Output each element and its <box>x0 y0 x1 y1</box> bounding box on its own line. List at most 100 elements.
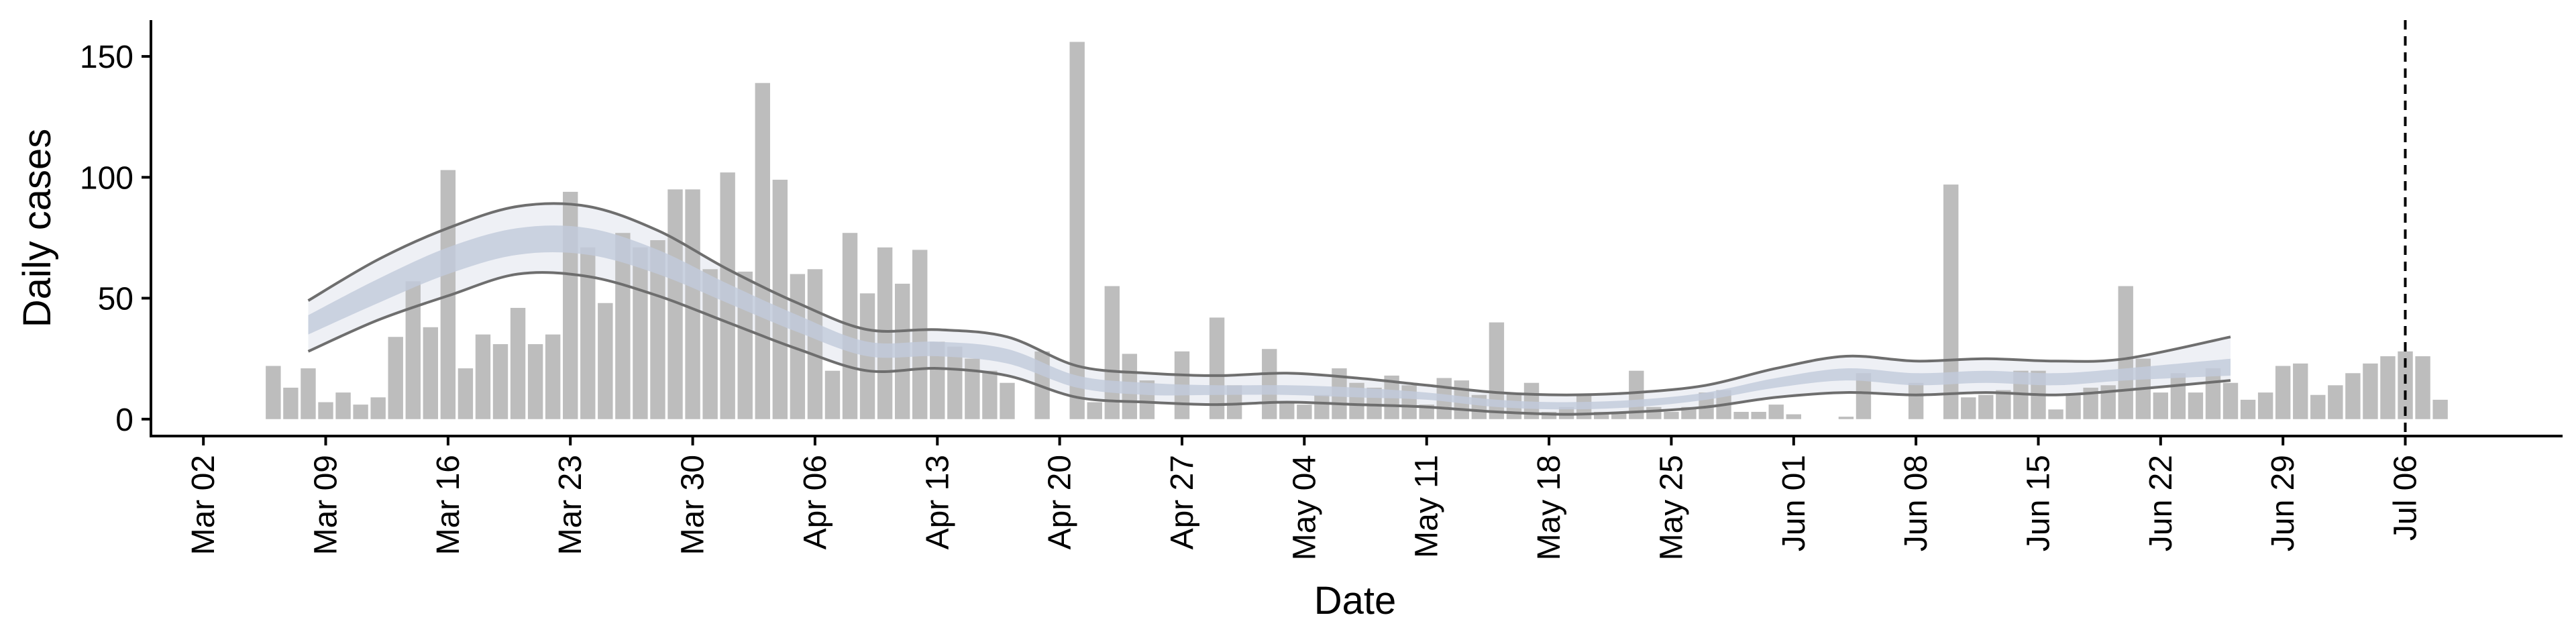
daily-case-bar <box>1314 394 1330 419</box>
daily-case-bar <box>859 293 875 419</box>
daily-case-bar <box>1978 394 1994 419</box>
x-tick-label: May 25 <box>1654 455 1689 560</box>
daily-case-bar <box>1262 349 1277 419</box>
daily-case-bars <box>266 42 2448 419</box>
daily-case-bar <box>423 327 439 419</box>
daily-case-bar <box>1611 411 1627 419</box>
daily-case-bar <box>2257 392 2273 419</box>
daily-case-bar <box>2222 382 2239 419</box>
daily-case-bar <box>353 405 368 419</box>
daily-case-bar <box>1768 405 1784 419</box>
x-tick-label: Jun 29 <box>2265 455 2301 551</box>
y-axis-ticks: 0 50 100 150 <box>80 40 151 438</box>
y-tick-label: 0 <box>115 402 133 438</box>
x-tick-label: Apr 13 <box>920 455 955 549</box>
daily-case-bar <box>1733 411 1749 419</box>
x-tick-label: Apr 06 <box>798 455 833 549</box>
daily-case-bar <box>930 341 945 419</box>
daily-case-bar <box>2065 394 2081 419</box>
daily-case-bar <box>685 189 700 419</box>
daily-case-bar <box>545 334 561 419</box>
daily-case-bar <box>633 247 648 419</box>
daily-case-bar <box>2188 392 2204 419</box>
daily-case-bar <box>1856 373 1872 419</box>
daily-case-bar <box>2345 373 2361 419</box>
daily-case-bar <box>947 346 963 419</box>
daily-case-bar <box>2363 363 2378 419</box>
daily-case-bar <box>2275 366 2291 419</box>
daily-case-bar <box>1000 382 1015 419</box>
x-tick-label: Mar 30 <box>676 455 711 555</box>
x-tick-label: Jul 06 <box>2388 455 2424 541</box>
x-tick-label: Mar 16 <box>431 455 466 555</box>
daily-case-bar <box>877 247 893 419</box>
daily-case-bar <box>1069 42 1085 419</box>
daily-case-bar <box>1751 411 1766 419</box>
daily-case-bar <box>527 344 543 419</box>
x-axis-ticks: Mar 02 Mar 09 Mar 16 Mar 23 Mar 30 Apr 06 Apr … <box>186 436 2424 560</box>
daily-case-bar <box>2293 363 2308 419</box>
daily-case-bar <box>2240 399 2256 419</box>
daily-case-bar <box>755 83 770 419</box>
daily-case-bar <box>1664 411 1679 419</box>
daily-case-bar <box>982 370 998 419</box>
daily-case-bar <box>702 269 718 419</box>
daily-case-bar <box>2083 387 2098 419</box>
daily-case-bar <box>2328 385 2343 419</box>
inner-interval-band-layer <box>308 225 2231 410</box>
daily-case-bar <box>1786 414 1801 419</box>
y-tick-label: 50 <box>98 282 133 317</box>
daily-case-bar <box>1087 402 1102 419</box>
daily-case-bar <box>2432 399 2448 419</box>
daily-case-bar <box>1489 322 1505 419</box>
daily-case-bar <box>458 368 474 419</box>
y-tick-label: 100 <box>80 160 133 196</box>
daily-case-bar <box>1908 382 1924 419</box>
x-tick-label: May 11 <box>1409 455 1445 558</box>
daily-case-bar <box>650 240 665 419</box>
daily-case-bar <box>2310 394 2326 419</box>
daily-case-bar <box>1541 411 1557 419</box>
daily-case-bar <box>1523 382 1540 419</box>
daily-case-bar <box>807 269 823 419</box>
x-tick-label: Jun 01 <box>1776 455 1812 551</box>
daily-case-bar <box>1594 411 1609 419</box>
daily-case-bar <box>1297 405 1312 419</box>
daily-case-bar <box>388 337 403 419</box>
x-tick-label: Jun 22 <box>2143 455 2179 551</box>
daily-case-bar <box>1104 286 1120 419</box>
daily-case-bar <box>580 247 596 419</box>
daily-case-bar <box>1279 402 1295 419</box>
daily-case-bar <box>266 366 281 419</box>
daily-case-bar <box>1401 385 1417 419</box>
lower-bound-line <box>307 271 2231 416</box>
x-tick-label: Jun 15 <box>2021 455 2057 551</box>
daily-case-bar <box>772 179 788 419</box>
x-tick-label: Mar 02 <box>186 455 221 555</box>
daily-case-bar <box>510 307 526 419</box>
daily-case-bar <box>790 274 806 419</box>
daily-case-bar <box>1996 390 2011 419</box>
x-tick-label: Mar 23 <box>553 455 588 555</box>
y-axis-title: Daily cases <box>15 129 59 328</box>
interval-bound-lines <box>307 202 2231 416</box>
daily-case-bar <box>370 397 386 419</box>
daily-case-bar <box>2100 385 2116 419</box>
daily-case-bar <box>598 303 613 419</box>
x-tick-label: Jun 08 <box>1898 455 1934 551</box>
daily-case-bar <box>2380 356 2396 419</box>
daily-case-bar <box>1961 397 1976 419</box>
daily-case-bar <box>492 344 508 419</box>
daily-case-bar <box>667 189 683 419</box>
daily-case-bar <box>335 392 351 419</box>
daily-case-bar <box>475 334 491 419</box>
daily-case-bar <box>301 368 316 419</box>
daily-case-bar <box>318 402 333 419</box>
inner-interval-band <box>308 225 2231 410</box>
x-tick-label: May 04 <box>1287 455 1322 560</box>
upper-bound-line <box>307 202 2231 396</box>
daily-case-bar <box>965 358 980 419</box>
daily-case-bar <box>2398 351 2413 419</box>
daily-case-bar <box>912 250 928 419</box>
